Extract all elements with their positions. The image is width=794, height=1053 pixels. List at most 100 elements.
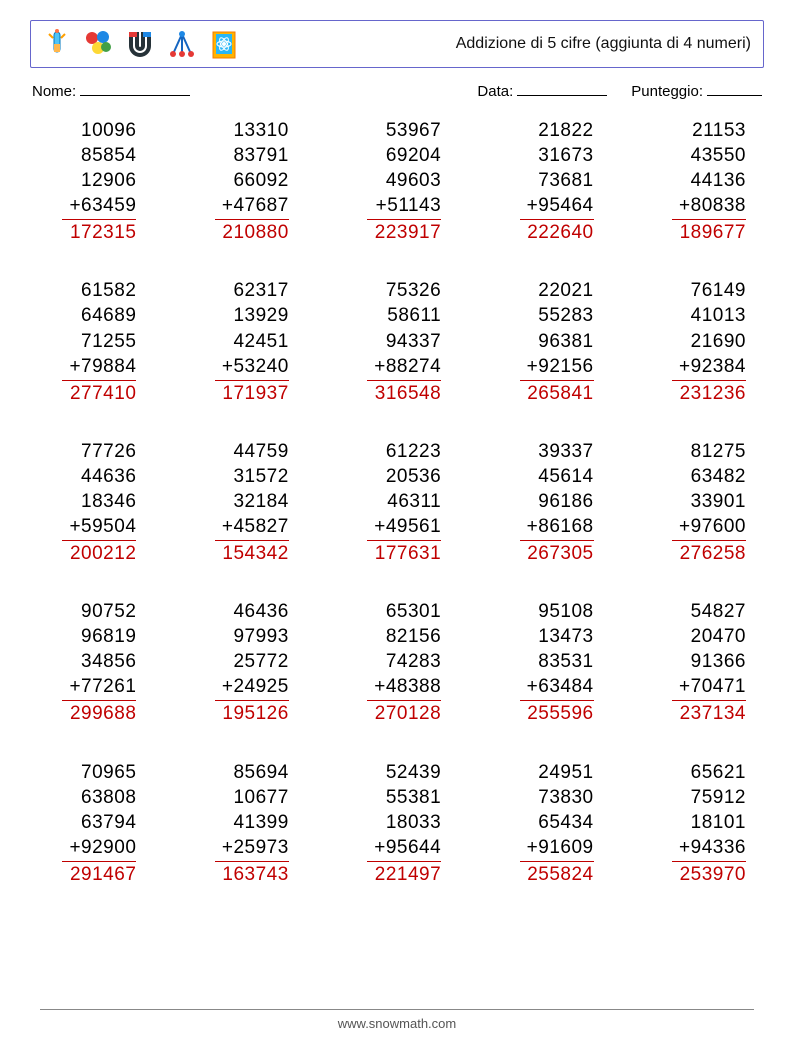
answer: 255824 bbox=[527, 862, 593, 887]
name-field: Nome: bbox=[32, 82, 190, 100]
addend: 64689 bbox=[81, 303, 136, 328]
answer: 299688 bbox=[70, 701, 136, 726]
footer-rule bbox=[40, 1009, 754, 1010]
addend: 42451 bbox=[233, 329, 288, 354]
problem: 85694106774139925973163743 bbox=[182, 760, 306, 887]
addend: 82156 bbox=[386, 624, 441, 649]
score-blank[interactable] bbox=[707, 82, 762, 96]
addend: 31572 bbox=[233, 464, 288, 489]
addend: 96186 bbox=[538, 489, 593, 514]
problem: 21153435504413680838189677 bbox=[640, 118, 764, 245]
header-icons bbox=[43, 28, 239, 60]
date-blank[interactable] bbox=[517, 82, 607, 96]
addend: 96381 bbox=[538, 329, 593, 354]
problem: 65301821567428348388270128 bbox=[335, 599, 459, 726]
addend: 97993 bbox=[233, 624, 288, 649]
addend: 24951 bbox=[538, 760, 593, 785]
addend: 41013 bbox=[691, 303, 746, 328]
addend-last: 51143 bbox=[376, 193, 442, 218]
addend: 53967 bbox=[386, 118, 441, 143]
problem: 46436979932577224925195126 bbox=[182, 599, 306, 726]
addend: 73681 bbox=[538, 168, 593, 193]
answer: 163743 bbox=[222, 862, 288, 887]
magnet-icon bbox=[125, 28, 155, 60]
addend-last: 24925 bbox=[222, 674, 289, 699]
addend: 49603 bbox=[386, 168, 441, 193]
name-blank[interactable] bbox=[80, 82, 190, 96]
problem: 76149410132169092384231236 bbox=[640, 278, 764, 405]
addend-last: 70471 bbox=[679, 674, 746, 699]
addend-last: 63484 bbox=[527, 674, 594, 699]
answer: 154342 bbox=[222, 541, 288, 566]
addend: 44759 bbox=[233, 439, 288, 464]
problem: 44759315723218445827154342 bbox=[182, 439, 306, 566]
addend: 83791 bbox=[233, 143, 288, 168]
answer: 222640 bbox=[527, 220, 593, 245]
addend-last: 49561 bbox=[374, 514, 441, 539]
info-row: Nome: Data: Punteggio: bbox=[32, 82, 762, 100]
addend: 52439 bbox=[386, 760, 441, 785]
addend-last: 92900 bbox=[69, 835, 136, 860]
addend: 55381 bbox=[386, 785, 441, 810]
problem: 61223205364631149561177631 bbox=[335, 439, 459, 566]
problem: 81275634823390197600276258 bbox=[640, 439, 764, 566]
answer: 291467 bbox=[70, 862, 136, 887]
addend: 62317 bbox=[233, 278, 288, 303]
addend: 66092 bbox=[233, 168, 288, 193]
problem: 21822316737368195464222640 bbox=[487, 118, 611, 245]
addend: 31673 bbox=[538, 143, 593, 168]
addend: 20536 bbox=[386, 464, 441, 489]
addend-last: 97600 bbox=[679, 514, 746, 539]
problem: 52439553811803395644221497 bbox=[335, 760, 459, 887]
addend: 32184 bbox=[233, 489, 288, 514]
addend-last: 25973 bbox=[222, 835, 289, 860]
addend: 21153 bbox=[692, 118, 746, 143]
addend: 75326 bbox=[386, 278, 441, 303]
addend: 65301 bbox=[386, 599, 441, 624]
addend: 91366 bbox=[691, 649, 746, 674]
addend: 81275 bbox=[691, 439, 746, 464]
addend: 18346 bbox=[81, 489, 136, 514]
answer: 237134 bbox=[680, 701, 746, 726]
problem: 53967692044960351143223917 bbox=[335, 118, 459, 245]
addend: 18101 bbox=[691, 810, 746, 835]
addend-last: 48388 bbox=[374, 674, 441, 699]
addend-last: 80838 bbox=[679, 193, 746, 218]
addend-last: 86168 bbox=[527, 514, 594, 539]
addend: 75912 bbox=[691, 785, 746, 810]
problem: 90752968193485677261299688 bbox=[30, 599, 154, 726]
addend: 85694 bbox=[233, 760, 288, 785]
addend: 13473 bbox=[538, 624, 593, 649]
answer: 316548 bbox=[375, 381, 441, 406]
problem: 22021552839638192156265841 bbox=[487, 278, 611, 405]
addend-last: 95644 bbox=[374, 835, 441, 860]
answer: 265841 bbox=[527, 381, 593, 406]
addend: 41399 bbox=[233, 810, 288, 835]
addend-last: 77261 bbox=[69, 674, 136, 699]
atom-book-icon bbox=[209, 28, 239, 60]
date-label: Data: bbox=[477, 83, 513, 100]
answer: 210880 bbox=[222, 220, 288, 245]
addend: 76149 bbox=[691, 278, 746, 303]
addend: 63808 bbox=[81, 785, 136, 810]
addend: 96819 bbox=[81, 624, 136, 649]
addend: 25772 bbox=[233, 649, 288, 674]
answer: 171937 bbox=[222, 381, 288, 406]
problem: 65621759121810194336253970 bbox=[640, 760, 764, 887]
answer: 231236 bbox=[680, 381, 746, 406]
addend: 20470 bbox=[691, 624, 746, 649]
addend: 46311 bbox=[387, 489, 441, 514]
score-field: Punteggio: bbox=[631, 82, 762, 100]
addend: 43550 bbox=[691, 143, 746, 168]
footer: www.snowmath.com bbox=[0, 1009, 794, 1031]
answer: 221497 bbox=[375, 862, 441, 887]
addend: 71255 bbox=[81, 329, 136, 354]
addend: 70965 bbox=[81, 760, 136, 785]
worksheet-title: Addizione di 5 cifre (aggiunta di 4 nume… bbox=[456, 35, 751, 53]
addend: 63794 bbox=[81, 810, 136, 835]
answer: 200212 bbox=[70, 541, 136, 566]
addend-last: 47687 bbox=[222, 193, 289, 218]
addend: 22021 bbox=[538, 278, 593, 303]
addend: 73830 bbox=[538, 785, 593, 810]
network-icon bbox=[167, 28, 197, 60]
